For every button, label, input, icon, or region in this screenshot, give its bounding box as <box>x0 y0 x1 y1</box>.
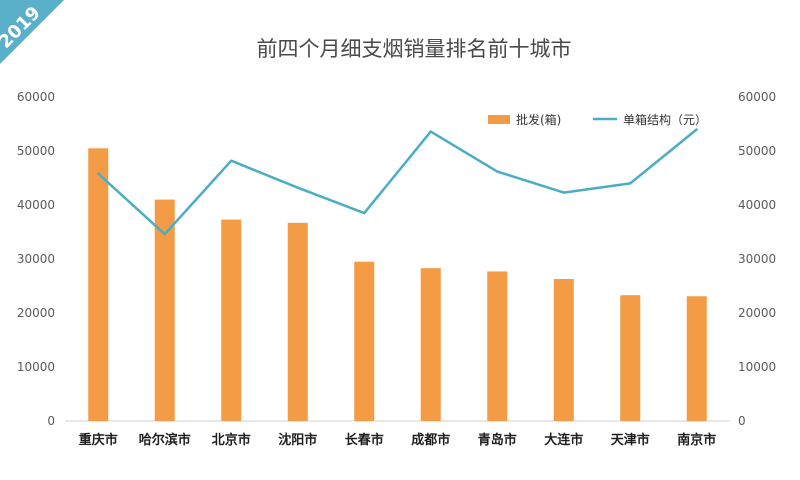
bar <box>154 199 175 421</box>
bar <box>88 148 109 422</box>
chart-marks: 0 10000 20000 30000 40000 50000 60000 0 10000 200… <box>17 90 776 448</box>
bar <box>686 296 707 421</box>
year-badge: 2019 <box>0 0 64 64</box>
x-category-label: 重庆市 <box>79 432 118 448</box>
legend-line-label: 单箱结构（元） <box>623 112 707 127</box>
bar <box>354 261 375 421</box>
y-right-tick-label: 60000 <box>738 90 776 104</box>
year-badge-shape <box>0 0 64 64</box>
legend: 批发(箱) 单箱结构（元） <box>488 112 707 127</box>
y-right-tick-label: 40000 <box>738 198 776 212</box>
y-left-tick-label: 40000 <box>17 198 55 212</box>
bar <box>487 271 508 421</box>
y-left-tick-label: 30000 <box>17 252 55 266</box>
line-series <box>97 128 698 236</box>
x-category-label: 天津市 <box>611 432 650 448</box>
bar <box>553 278 574 421</box>
y-right-tick-label: 10000 <box>738 360 776 374</box>
y-left-tick-label: 20000 <box>17 306 55 320</box>
x-category-label: 长春市 <box>345 432 384 448</box>
line-point <box>562 191 565 194</box>
line-point <box>429 130 432 133</box>
line-point <box>163 232 166 236</box>
y-left-tick-label: 60000 <box>17 90 55 104</box>
legend-bar-swatch <box>488 115 510 124</box>
x-category-label: 沈阳市 <box>278 432 317 448</box>
y-right-tick-label: 50000 <box>738 144 776 158</box>
bar <box>221 219 242 421</box>
y-left-tick-label: 50000 <box>17 144 55 158</box>
x-category-label: 哈尔滨市 <box>139 432 191 448</box>
y-right-tick-label: 20000 <box>738 306 776 320</box>
line-point <box>97 172 100 175</box>
line-point <box>629 182 632 185</box>
legend-bar-label: 批发(箱) <box>516 112 561 127</box>
line-point <box>496 170 499 173</box>
bar <box>620 295 641 421</box>
chart-title: 前四个月细支烟销量排名前十城市 <box>257 37 572 61</box>
bar <box>287 222 308 421</box>
x-category-label: 大连市 <box>544 432 583 448</box>
y-right-tick-label: 30000 <box>738 252 776 266</box>
line-point <box>296 186 299 189</box>
x-category-label: 成都市 <box>411 432 450 448</box>
line-point <box>363 211 366 215</box>
y-left-tick-label: 10000 <box>17 360 55 374</box>
x-category-label: 北京市 <box>212 432 251 448</box>
y-right-tick-label: 0 <box>738 414 746 428</box>
line-point <box>695 128 698 131</box>
x-category-label: 青岛市 <box>478 432 517 448</box>
line-point <box>230 159 233 162</box>
y-left-tick-label: 0 <box>47 414 55 428</box>
x-category-label: 南京市 <box>677 432 716 448</box>
bar <box>420 268 441 421</box>
